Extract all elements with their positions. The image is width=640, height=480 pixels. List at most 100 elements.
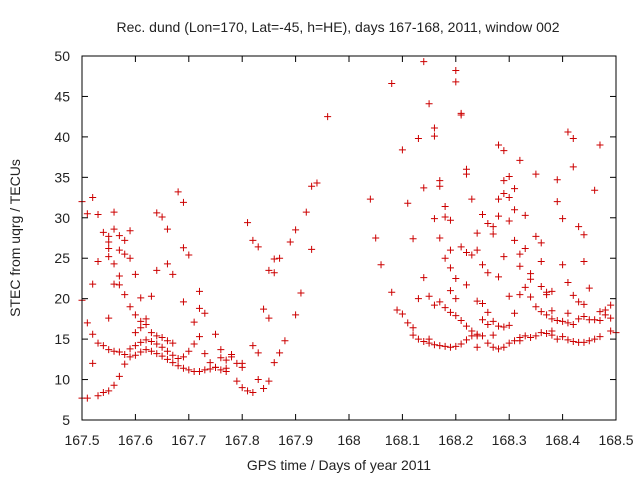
data-point [276,254,284,262]
data-point [457,243,465,251]
data-point [521,245,529,253]
data-point [163,355,171,363]
data-point [201,366,209,374]
data-point [153,209,161,217]
data-point [468,195,476,203]
data-point [452,67,460,75]
data-point [591,186,599,194]
data-point [527,333,535,341]
data-point [500,343,508,351]
data-point [436,342,444,350]
data-point [179,364,187,372]
data-point [580,338,588,346]
data-point [89,194,97,202]
data-point [201,350,209,358]
data-point [564,278,572,286]
data-point [500,323,508,331]
data-point [163,347,171,355]
data-point [110,381,118,389]
chart-title: Rec. dund (Lon=170, Lat=-45, h=HE), days… [117,19,560,35]
data-point [163,337,171,345]
data-point [217,366,225,374]
data-point [543,288,551,296]
data-point [462,170,470,178]
data-point [596,308,604,316]
data-point [169,339,177,347]
data-point [473,246,481,254]
data-point [446,216,454,224]
data-point [457,317,465,325]
data-point [425,292,433,300]
data-point [591,335,599,343]
data-point [244,387,252,395]
data-point [521,283,529,291]
data-point [126,353,134,361]
data-point [110,347,118,355]
data-point [495,345,503,353]
data-point [302,208,310,216]
data-point [585,337,593,345]
data-point [569,321,577,329]
data-point [543,311,551,319]
data-point [553,335,561,343]
data-point [569,291,577,299]
data-point [190,340,198,348]
data-point [414,135,422,143]
data-point [201,309,209,317]
data-point [206,365,214,373]
data-point [286,238,294,246]
data-point [126,303,134,311]
y-tick-label: 10 [54,372,70,388]
data-point [505,217,513,225]
data-point [569,163,577,171]
data-point [446,308,454,316]
data-point [372,234,380,242]
data-point [83,394,91,402]
data-point [441,254,449,262]
data-point [158,352,166,360]
data-point [99,388,107,396]
data-point [110,208,118,216]
data-point [222,367,230,375]
data-point [297,289,305,297]
data-point [446,264,454,272]
data-point [131,351,139,359]
data-point [495,212,503,220]
data-point [441,342,449,350]
data-point [238,384,246,392]
data-point [292,311,300,319]
data-point [575,298,583,306]
data-point [436,234,444,242]
y-tick-label: 5 [62,412,70,428]
data-point [607,314,615,322]
data-point [115,348,123,356]
data-point [142,346,150,354]
data-point [254,376,262,384]
data-point [548,315,556,323]
data-point [185,251,193,259]
data-point [126,254,134,262]
data-point [543,329,551,337]
x-tick-label: 168.5 [598,432,633,448]
data-point [195,287,203,295]
data-point [233,377,241,385]
data-point [607,301,615,309]
x-tick-label: 168.4 [545,432,580,448]
data-point [548,287,556,295]
data-point [388,288,396,296]
data-point [479,211,486,219]
y-tick-label: 30 [54,210,70,226]
data-point [527,293,535,301]
data-point [190,318,198,326]
data-point [121,236,129,244]
data-point [158,213,166,221]
data-point [179,353,187,361]
data-point [105,314,113,322]
data-point [260,305,268,313]
data-point [564,309,572,317]
data-point [163,225,171,233]
data-point [484,269,492,277]
data-point [527,275,535,283]
data-point [516,262,524,270]
y-tick-label: 40 [54,129,70,145]
